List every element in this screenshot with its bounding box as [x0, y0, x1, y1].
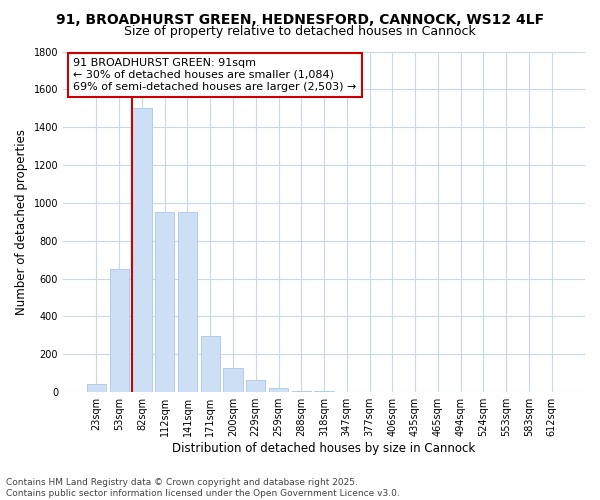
Text: Contains HM Land Registry data © Crown copyright and database right 2025.
Contai: Contains HM Land Registry data © Crown c…	[6, 478, 400, 498]
Bar	[223, 368, 242, 392]
Bar	[178, 212, 197, 392]
Bar	[132, 108, 152, 392]
X-axis label: Distribution of detached houses by size in Cannock: Distribution of detached houses by size …	[172, 442, 476, 455]
Text: 91, BROADHURST GREEN, HEDNESFORD, CANNOCK, WS12 4LF: 91, BROADHURST GREEN, HEDNESFORD, CANNOC…	[56, 12, 544, 26]
Bar	[314, 390, 334, 392]
Y-axis label: Number of detached properties: Number of detached properties	[15, 129, 28, 315]
Bar	[200, 336, 220, 392]
Bar	[269, 388, 288, 392]
Bar	[292, 390, 311, 392]
Text: Size of property relative to detached houses in Cannock: Size of property relative to detached ho…	[124, 25, 476, 38]
Bar	[155, 212, 175, 392]
Bar	[246, 380, 265, 392]
Bar	[110, 269, 129, 392]
Text: 91 BROADHURST GREEN: 91sqm
← 30% of detached houses are smaller (1,084)
69% of s: 91 BROADHURST GREEN: 91sqm ← 30% of deta…	[73, 58, 357, 92]
Bar	[87, 384, 106, 392]
